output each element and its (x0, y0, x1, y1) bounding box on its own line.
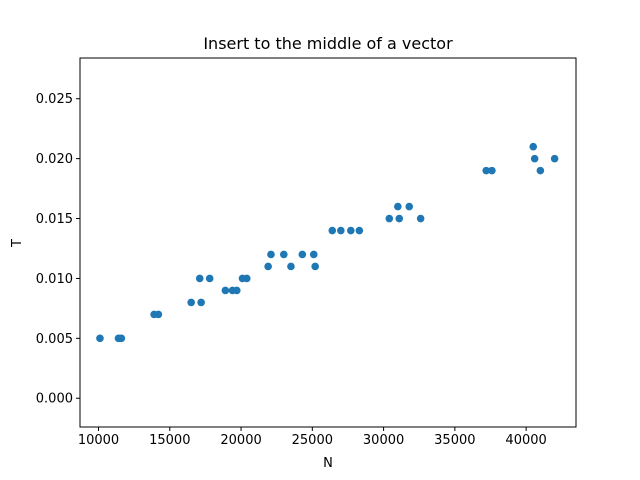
data-point (394, 202, 402, 211)
data-point (287, 262, 295, 271)
y-tick-label: 0.020 (36, 152, 73, 167)
data-point (267, 250, 275, 259)
data-point (232, 286, 241, 295)
x-axis-ticks: 10000 15000 20000 25000 30000 35000 40000 (78, 427, 547, 448)
data-point (195, 274, 204, 283)
data-point (96, 334, 104, 343)
data-point (395, 214, 404, 223)
data-point (264, 262, 272, 271)
data-point (416, 214, 425, 223)
plot-area (79, 57, 577, 428)
data-point (221, 286, 230, 295)
data-point (530, 154, 539, 163)
data-points (96, 142, 559, 343)
data-point (309, 250, 318, 259)
data-point (117, 334, 126, 343)
y-tick-label: 0.015 (36, 212, 73, 227)
y-axis-ticks: 0.000 0.005 0.010 0.015 0.020 0.025 (36, 92, 80, 407)
data-point (328, 226, 337, 235)
x-tick-label: 40000 (505, 433, 546, 448)
data-point (405, 202, 414, 211)
data-point (187, 298, 195, 307)
data-point (488, 166, 496, 175)
data-point (529, 142, 538, 151)
data-point (154, 310, 163, 319)
data-point (347, 226, 355, 235)
data-point (536, 166, 545, 175)
chart-title: Insert to the middle of a vector (203, 34, 453, 53)
x-tick-label: 25000 (292, 433, 333, 448)
data-point (482, 166, 491, 175)
x-tick-label: 15000 (149, 433, 190, 448)
data-point (298, 250, 307, 259)
data-point (197, 298, 205, 307)
data-point (385, 214, 394, 223)
data-point (337, 226, 345, 235)
data-point (280, 250, 288, 259)
data-point (355, 226, 364, 235)
y-tick-label: 0.025 (36, 92, 73, 107)
x-tick-label: 10000 (78, 433, 119, 448)
y-tick-label: 0.005 (36, 332, 73, 347)
y-axis-label: T (10, 239, 25, 248)
x-tick-label: 30000 (363, 433, 404, 448)
data-point (550, 154, 559, 163)
x-tick-label: 20000 (220, 433, 261, 448)
y-tick-label: 0.000 (36, 392, 73, 407)
plot-frame (79, 57, 577, 428)
data-point (242, 274, 251, 283)
x-tick-label: 35000 (434, 433, 475, 448)
data-point (311, 262, 319, 271)
y-tick-label: 0.010 (36, 272, 73, 287)
data-point (205, 274, 214, 283)
x-axis-label: N (323, 456, 333, 471)
